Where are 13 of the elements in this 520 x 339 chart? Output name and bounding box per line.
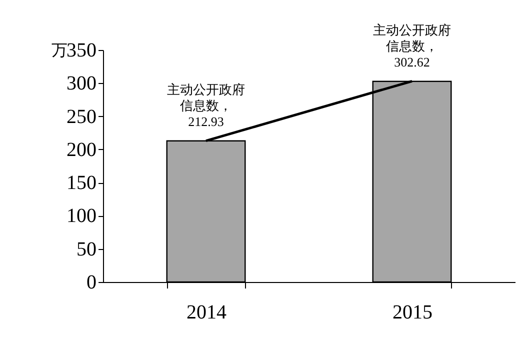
data-label: 主动公开政府信息数，212.93 [167,82,245,129]
y-tick-label: 300 [66,72,96,95]
y-axis-title: 万 [52,42,68,60]
y-tick-label: 350 [66,40,96,62]
y-tick-label: 200 [66,138,96,161]
y-tick-label: 100 [66,205,96,228]
data-label: 主动公开政府信息数，302.62 [373,22,451,70]
y-tick-label: 0 [86,272,96,294]
x-tick-label: 2014 [186,302,226,324]
y-tick-label: 50 [76,238,96,260]
x-tick-label: 2015 [392,302,432,324]
y-tick-label: 250 [66,106,96,128]
y-tick-label: 150 [66,172,96,194]
